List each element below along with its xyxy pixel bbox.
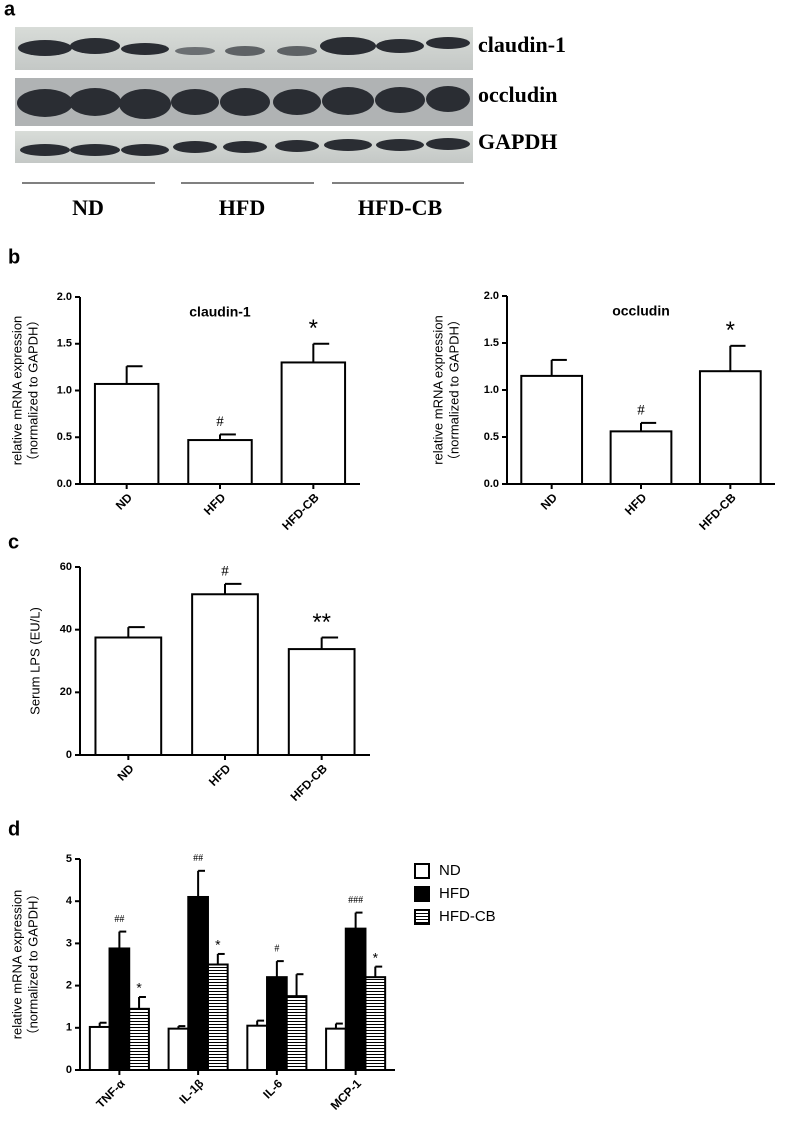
- x-tick-label: HFD-CB: [288, 761, 331, 804]
- significance-mark: #: [637, 402, 645, 418]
- bar: [108, 947, 131, 1071]
- y-axis-label: （normalized to GAPDH）: [25, 888, 40, 1042]
- significance-mark: *: [309, 315, 318, 342]
- bar: [128, 1007, 150, 1071]
- panel-label: b: [8, 246, 20, 268]
- bar: [167, 1027, 190, 1072]
- significance-mark: ##: [114, 914, 124, 925]
- y-tick-label: 3: [66, 937, 72, 949]
- bar: [364, 976, 387, 1071]
- x-tick-label: MCP-1: [328, 1076, 365, 1113]
- bar: [325, 1027, 347, 1072]
- group-label: HFD-CB: [358, 195, 443, 220]
- y-tick-label: 0.0: [484, 478, 499, 490]
- bar: [520, 374, 584, 485]
- bar: [191, 593, 259, 757]
- y-tick-label: 2.0: [57, 291, 72, 303]
- legend-label: HFD-CB: [439, 908, 496, 925]
- significance-mark: **: [312, 609, 331, 636]
- band-label: GAPDH: [478, 129, 557, 154]
- legend-label: HFD: [439, 885, 470, 902]
- x-tick-label: HFD-CB: [279, 490, 322, 533]
- legend-label: ND: [439, 862, 461, 879]
- y-tick-label: 1.0: [57, 384, 72, 396]
- y-tick-label: 0: [66, 1064, 72, 1076]
- bar: [698, 370, 762, 486]
- y-tick-label: 1.0: [484, 384, 499, 396]
- y-tick-label: 0.5: [484, 431, 499, 443]
- bar: [266, 976, 288, 1071]
- group-label: HFD: [219, 195, 265, 220]
- y-tick-label: 4: [66, 895, 73, 907]
- bar: [287, 648, 356, 756]
- significance-mark: *: [726, 317, 735, 344]
- bar: [246, 1024, 269, 1071]
- y-axis-label: （normalized to GAPDH）: [25, 314, 40, 468]
- significance-mark: #: [221, 563, 229, 579]
- bar: [187, 439, 253, 485]
- y-axis-label: relative mRNA expression: [9, 316, 24, 466]
- x-tick-label: HFD: [206, 761, 234, 789]
- x-tick-label: HFD: [201, 490, 229, 518]
- legend-swatch: [414, 909, 430, 925]
- significance-mark: *: [373, 949, 379, 965]
- y-tick-label: 5: [66, 853, 72, 865]
- bar: [93, 382, 160, 485]
- y-axis-label: relative mRNA expression: [9, 890, 24, 1040]
- y-tick-label: 1.5: [484, 337, 499, 349]
- x-tick-label: ND: [113, 490, 135, 512]
- y-tick-label: 0.0: [57, 478, 72, 490]
- bar: [88, 1025, 111, 1072]
- significance-mark: #: [274, 943, 279, 954]
- band-label: occludin: [478, 82, 557, 107]
- bar: [280, 361, 347, 486]
- significance-mark: *: [215, 937, 221, 953]
- x-tick-label: ND: [115, 761, 137, 783]
- significance-mark: ##: [193, 853, 203, 864]
- western-blot: a claudin-1 occludin GAPDH ND HFD HFD-CB: [4, 0, 566, 220]
- panel-label: c: [8, 531, 19, 553]
- x-tick-label: TNF-α: [93, 1076, 128, 1111]
- chart-title: claudin-1: [189, 304, 251, 320]
- x-tick-label: IL-1β: [176, 1076, 206, 1106]
- significance-mark: *: [136, 980, 142, 996]
- x-tick-label: HFD: [622, 490, 650, 518]
- significance-mark: ###: [348, 895, 363, 906]
- y-axis-label: relative mRNA expression: [430, 315, 445, 465]
- y-tick-label: 0: [66, 749, 72, 761]
- y-tick-label: 1.5: [57, 338, 72, 350]
- y-axis-label: （normalized to GAPDH）: [446, 313, 461, 467]
- chart-title: occludin: [612, 303, 670, 319]
- significance-mark: #: [216, 414, 224, 430]
- x-tick-label: IL-6: [260, 1076, 285, 1101]
- band-label: claudin-1: [478, 32, 566, 57]
- bar: [206, 963, 229, 1071]
- bar: [187, 895, 209, 1071]
- y-tick-label: 2.0: [484, 290, 499, 302]
- y-tick-label: 1: [66, 1022, 72, 1034]
- y-tick-label: 60: [60, 561, 72, 573]
- x-tick-label: ND: [538, 490, 560, 512]
- y-tick-label: 0.5: [57, 431, 72, 443]
- panel-label: a: [4, 0, 16, 20]
- panel-label: d: [8, 818, 20, 840]
- bar: [344, 927, 367, 1071]
- y-tick-label: 40: [60, 624, 72, 636]
- legend-swatch: [414, 886, 430, 902]
- bar: [285, 995, 308, 1072]
- group-label: ND: [72, 195, 104, 220]
- y-axis-label: Serum LPS (EU/L): [27, 607, 42, 715]
- x-tick-label: HFD-CB: [696, 490, 739, 533]
- bar: [609, 430, 673, 485]
- y-tick-label: 20: [60, 686, 72, 698]
- y-tick-label: 2: [66, 980, 72, 992]
- legend-swatch: [414, 863, 430, 879]
- bar: [94, 636, 163, 756]
